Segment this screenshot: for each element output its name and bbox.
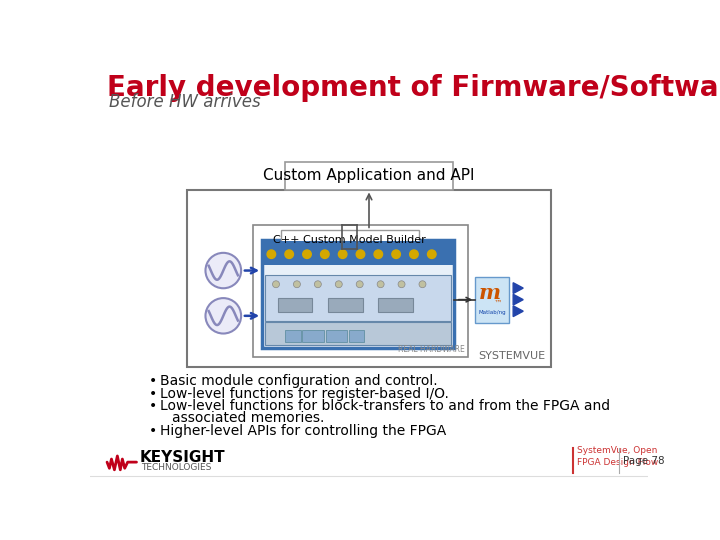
- Circle shape: [356, 281, 363, 288]
- Text: C++ Custom Model Builder: C++ Custom Model Builder: [274, 234, 426, 245]
- Text: SYSTEMVUE: SYSTEMVUE: [478, 351, 545, 361]
- Text: •: •: [149, 399, 157, 413]
- Polygon shape: [513, 283, 523, 294]
- Circle shape: [392, 250, 400, 259]
- Circle shape: [285, 250, 294, 259]
- Text: Matlab/ng: Matlab/ng: [478, 310, 506, 315]
- FancyBboxPatch shape: [281, 231, 418, 249]
- FancyBboxPatch shape: [328, 298, 363, 312]
- Circle shape: [419, 281, 426, 288]
- Text: m: m: [478, 283, 500, 303]
- FancyBboxPatch shape: [265, 322, 451, 345]
- Circle shape: [398, 281, 405, 288]
- Circle shape: [320, 250, 329, 259]
- Circle shape: [272, 281, 279, 288]
- Circle shape: [356, 250, 365, 259]
- Text: Low-level functions for register-based I/O.: Low-level functions for register-based I…: [160, 387, 449, 401]
- Circle shape: [205, 253, 241, 288]
- Circle shape: [410, 250, 418, 259]
- Circle shape: [377, 281, 384, 288]
- FancyBboxPatch shape: [277, 298, 312, 312]
- Text: Low-level functions for block-transfers to and from the FPGA and: Low-level functions for block-transfers …: [160, 399, 610, 413]
- Text: TECHNOLOGIES: TECHNOLOGIES: [141, 463, 212, 472]
- Circle shape: [302, 250, 311, 259]
- Text: SystemVue, Open: SystemVue, Open: [577, 446, 657, 455]
- Circle shape: [294, 281, 300, 288]
- FancyBboxPatch shape: [302, 330, 324, 342]
- FancyBboxPatch shape: [263, 241, 454, 265]
- FancyBboxPatch shape: [378, 298, 413, 312]
- Circle shape: [374, 250, 382, 259]
- Text: Early development of Firmware/Software API’s: Early development of Firmware/Software A…: [107, 74, 720, 102]
- FancyBboxPatch shape: [325, 330, 347, 342]
- FancyBboxPatch shape: [349, 330, 364, 342]
- Polygon shape: [513, 294, 523, 305]
- FancyBboxPatch shape: [285, 330, 301, 342]
- Circle shape: [336, 281, 342, 288]
- Text: Basic module configuration and control.: Basic module configuration and control.: [160, 374, 437, 388]
- FancyBboxPatch shape: [475, 276, 509, 323]
- Polygon shape: [513, 306, 523, 316]
- Text: Higher-level APIs for controlling the FPGA: Higher-level APIs for controlling the FP…: [160, 423, 446, 437]
- Text: FPGA Design Flow: FPGA Design Flow: [577, 458, 658, 467]
- Text: ™: ™: [494, 299, 503, 308]
- Circle shape: [315, 281, 321, 288]
- Text: associated memories.: associated memories.: [172, 411, 325, 426]
- Text: Before HW arrives: Before HW arrives: [109, 92, 261, 111]
- Text: •: •: [149, 374, 157, 388]
- FancyBboxPatch shape: [284, 162, 454, 190]
- Circle shape: [267, 250, 276, 259]
- Text: •: •: [149, 387, 157, 401]
- Text: Page 78: Page 78: [624, 456, 665, 465]
- Text: •: •: [149, 423, 157, 437]
- Text: KEYSIGHT: KEYSIGHT: [140, 450, 225, 465]
- Text: REAL HARDWARE: REAL HARDWARE: [398, 345, 465, 354]
- FancyBboxPatch shape: [187, 190, 551, 367]
- Circle shape: [338, 250, 347, 259]
- FancyBboxPatch shape: [262, 240, 454, 348]
- FancyBboxPatch shape: [265, 275, 451, 321]
- FancyBboxPatch shape: [253, 225, 468, 357]
- Circle shape: [428, 250, 436, 259]
- Circle shape: [205, 298, 241, 334]
- Text: Custom Application and API: Custom Application and API: [264, 168, 474, 183]
